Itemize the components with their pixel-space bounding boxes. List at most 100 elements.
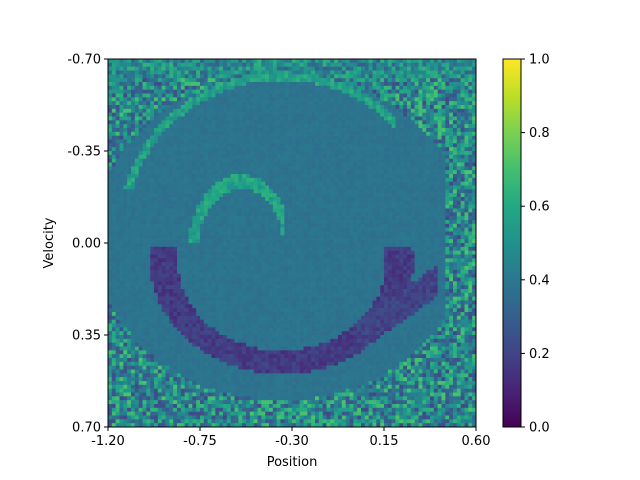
heatmap-cell: [146, 177, 151, 182]
heatmap-cell: [173, 246, 178, 251]
heatmap-cell: [234, 101, 239, 106]
heatmap-cell: [261, 166, 266, 171]
heatmap-cell: [399, 197, 404, 202]
heatmap-cell: [299, 193, 304, 198]
heatmap-cell: [468, 170, 473, 175]
heatmap-cell: [242, 62, 247, 67]
heatmap-cell: [138, 250, 143, 255]
heatmap-cell: [131, 70, 136, 75]
heatmap-cell: [269, 59, 274, 64]
heatmap-cell: [272, 246, 277, 251]
heatmap-cell: [338, 212, 343, 217]
heatmap-cell: [280, 151, 285, 156]
heatmap-cell: [134, 197, 139, 202]
heatmap-cell: [165, 162, 170, 167]
heatmap-cell: [303, 250, 308, 255]
heatmap-cell: [219, 223, 224, 228]
heatmap-cell: [407, 74, 412, 79]
heatmap-cell: [226, 185, 231, 190]
heatmap-cell: [150, 62, 155, 67]
heatmap-cell: [249, 116, 254, 121]
heatmap-cell: [460, 166, 465, 171]
heatmap-cell: [119, 97, 124, 102]
heatmap-cell: [165, 243, 170, 248]
heatmap-cell: [295, 208, 300, 213]
heatmap-cell: [146, 223, 151, 228]
heatmap-cell: [453, 212, 458, 217]
heatmap-cell: [303, 239, 308, 244]
heatmap-cell: [292, 143, 297, 148]
heatmap-cell: [380, 135, 385, 140]
heatmap-cell: [307, 112, 312, 117]
heatmap-cell: [111, 174, 116, 179]
heatmap-cell: [188, 147, 193, 152]
heatmap-cell: [334, 128, 339, 133]
heatmap-cell: [322, 70, 327, 75]
heatmap-cell: [341, 120, 346, 125]
heatmap-cell: [276, 246, 281, 251]
heatmap-cell: [184, 151, 189, 156]
heatmap-cell: [292, 151, 297, 156]
heatmap-cell: [123, 250, 128, 255]
heatmap-cell: [111, 108, 116, 113]
heatmap-cell: [131, 235, 136, 240]
heatmap-cell: [207, 131, 212, 136]
heatmap-cell: [169, 78, 174, 83]
heatmap-cell: [111, 70, 116, 75]
heatmap-cell: [318, 116, 323, 121]
heatmap-cell: [288, 131, 293, 136]
heatmap-cell: [234, 235, 239, 240]
heatmap-cell: [207, 212, 212, 217]
heatmap-cell: [108, 204, 113, 209]
heatmap-cell: [119, 189, 124, 194]
heatmap-cell: [449, 93, 454, 98]
heatmap-cell: [303, 181, 308, 186]
heatmap-cell: [311, 70, 316, 75]
heatmap-cell: [295, 131, 300, 136]
heatmap-cell: [468, 235, 473, 240]
heatmap-cell: [269, 74, 274, 79]
heatmap-cell: [414, 143, 419, 148]
heatmap-cell: [384, 108, 389, 113]
heatmap-cell: [123, 62, 128, 67]
heatmap-cell: [215, 246, 220, 251]
heatmap-cell: [108, 193, 113, 198]
heatmap-cell: [395, 197, 400, 202]
heatmap-cell: [238, 200, 243, 205]
heatmap-cell: [223, 185, 228, 190]
heatmap-cell: [341, 82, 346, 87]
heatmap-cell: [380, 231, 385, 236]
heatmap-cell: [472, 101, 477, 106]
heatmap-cell: [269, 135, 274, 140]
heatmap-cell: [253, 112, 258, 117]
heatmap-cell: [161, 62, 166, 67]
heatmap-cell: [460, 74, 465, 79]
heatmap-cell: [276, 254, 281, 259]
heatmap-cell: [253, 108, 258, 113]
heatmap-cell: [426, 185, 431, 190]
heatmap-cell: [188, 162, 193, 167]
heatmap-cell: [472, 143, 477, 148]
heatmap-cell: [449, 185, 454, 190]
heatmap-cell: [223, 97, 228, 102]
heatmap-cell: [123, 105, 128, 110]
heatmap-cell: [357, 170, 362, 175]
heatmap-cell: [357, 204, 362, 209]
heatmap-cell: [123, 246, 128, 251]
heatmap-cell: [288, 82, 293, 87]
heatmap-cell: [177, 85, 182, 90]
heatmap-cell: [215, 200, 220, 205]
heatmap-cell: [399, 227, 404, 232]
heatmap-cell: [384, 204, 389, 209]
heatmap-cell: [299, 97, 304, 102]
heatmap-cell: [180, 59, 185, 64]
heatmap-cell: [257, 131, 262, 136]
heatmap-cell: [169, 235, 174, 240]
heatmap-cell: [460, 235, 465, 240]
heatmap-cell: [295, 108, 300, 113]
heatmap-cell: [441, 108, 446, 113]
heatmap-cell: [265, 82, 270, 87]
heatmap-cell: [261, 223, 266, 228]
heatmap-cell: [146, 89, 151, 94]
heatmap-cell: [433, 235, 438, 240]
